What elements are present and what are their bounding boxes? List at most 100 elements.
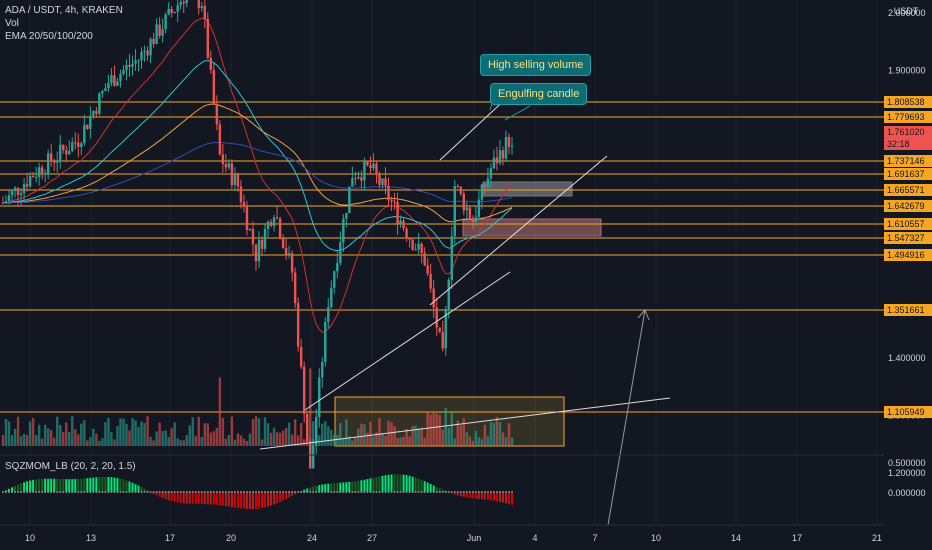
osc-bar <box>20 483 23 493</box>
osc-bar <box>432 485 435 493</box>
volume-bar <box>13 428 17 446</box>
volume-bar <box>173 422 176 446</box>
volume-bar <box>504 437 508 446</box>
level-tag <box>884 200 932 212</box>
osc-bar <box>140 487 143 493</box>
osc-bar <box>366 479 369 493</box>
candle-body <box>203 6 206 19</box>
demand-zone <box>462 218 602 237</box>
volume-bar <box>56 416 59 446</box>
osc-bar <box>324 484 327 493</box>
volume-bar <box>486 436 490 446</box>
squeeze-dot <box>288 491 291 493</box>
squeeze-dot <box>242 491 245 493</box>
osc-bar <box>176 492 179 503</box>
osc-bar <box>77 478 80 493</box>
level-tag <box>884 168 932 180</box>
candle-body <box>83 124 86 144</box>
candle-body <box>269 221 273 226</box>
squeeze-dot <box>116 491 119 493</box>
level-value: 1.691637 <box>887 169 925 179</box>
squeeze-dot <box>221 491 224 493</box>
volume-bar <box>167 436 170 446</box>
squeeze-dot <box>125 491 128 493</box>
squeeze-dot <box>8 491 11 493</box>
osc-bar <box>101 476 104 493</box>
candle-body <box>480 184 484 200</box>
volume-bar <box>327 426 330 446</box>
volume-bar <box>351 440 354 446</box>
squeeze-dot <box>342 491 345 493</box>
price-axis[interactable]: USDT2.0000001.9000001.4000001.3000001.20… <box>884 0 932 550</box>
squeeze-dot <box>233 491 236 493</box>
volume-bar <box>408 436 411 446</box>
squeeze-oscillator <box>0 454 884 510</box>
osc-bar <box>417 478 420 493</box>
squeeze-dot <box>194 491 197 493</box>
volume-bar <box>203 423 206 446</box>
squeeze-dot <box>203 491 206 493</box>
squeeze-dot <box>92 491 95 493</box>
osc-bar <box>345 482 348 493</box>
candle-body <box>266 221 270 229</box>
squeeze-dot <box>29 491 32 493</box>
volume-bar <box>414 425 417 446</box>
candle-body <box>260 239 264 249</box>
volume-bar <box>290 434 294 446</box>
osc-bar <box>137 485 140 493</box>
osc-bar <box>495 492 498 502</box>
osc-bar <box>357 480 360 493</box>
squeeze-dot <box>435 491 438 493</box>
osc-bar <box>56 478 59 493</box>
osc-bar <box>65 479 68 493</box>
candle-body <box>239 186 243 203</box>
volume-bar <box>104 422 107 446</box>
osc-bar <box>498 492 501 502</box>
trendline-support <box>429 155 608 306</box>
squeeze-dot <box>14 491 17 493</box>
osc-bar <box>38 479 41 493</box>
squeeze-dot <box>158 491 161 493</box>
candle-body <box>327 307 330 322</box>
osc-bar <box>32 479 35 493</box>
squeeze-dot <box>258 491 261 493</box>
osc-bar <box>107 476 110 493</box>
osc-bar <box>83 478 86 493</box>
squeeze-dot <box>294 491 297 493</box>
candle-body <box>336 263 339 272</box>
level-value: 1.610557 <box>887 219 925 229</box>
time-axis[interactable]: 10 13 17 20 24 27 Jun 4 7 10 14 17 21 <box>0 524 884 543</box>
volume-bar <box>372 436 375 446</box>
squeeze-dot <box>426 491 429 493</box>
price-tick: 2.000000 <box>888 8 926 18</box>
osc-bar <box>489 492 492 501</box>
squeeze-dot <box>474 491 477 493</box>
squeeze-dot <box>77 491 80 493</box>
candle-body <box>459 186 462 194</box>
candle-body <box>77 142 80 148</box>
osc-bar <box>360 480 363 493</box>
osc-bar <box>492 492 495 501</box>
osc-bar <box>408 475 411 493</box>
candle-body <box>290 253 294 273</box>
volume-bar <box>143 422 146 446</box>
osc-bar <box>86 478 89 493</box>
legend: ADA / USDT, 4h, KRAKEN Vol EMA 20/50/100… <box>5 4 123 43</box>
squeeze-dot <box>245 491 248 493</box>
candle-body <box>215 103 219 125</box>
osc-bar <box>182 492 185 504</box>
volume-bar <box>260 439 264 446</box>
volume-bar <box>74 429 77 446</box>
axis-bg <box>884 0 932 550</box>
osc-bar <box>459 492 462 497</box>
squeeze-dot <box>489 491 492 493</box>
candle-body <box>414 249 417 251</box>
osc-bar <box>273 492 276 505</box>
candle-body <box>152 38 155 44</box>
arrow-head <box>637 309 650 321</box>
squeeze-dot <box>369 491 372 493</box>
osc-bar <box>128 481 131 493</box>
volume-bar <box>495 416 499 446</box>
osc-bar <box>98 477 101 493</box>
